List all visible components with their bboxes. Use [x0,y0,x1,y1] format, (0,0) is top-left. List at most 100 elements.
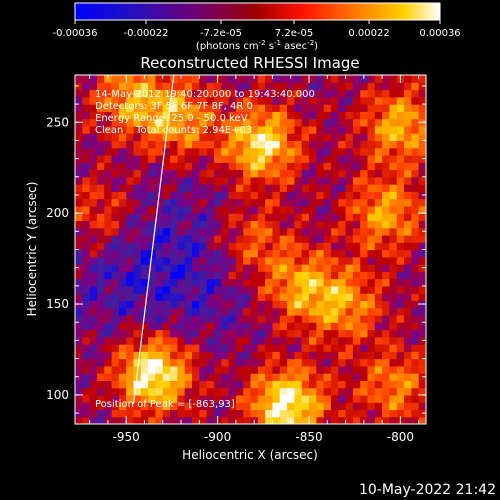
heatmap-cell [243,227,252,236]
heatmap-cell [192,387,200,396]
heatmap-cell [374,220,383,229]
heatmap-cell [396,242,405,251]
heatmap-cell [404,322,412,331]
heatmap-cell [265,336,274,345]
heatmap-cell [184,344,193,352]
heatmap-cell [213,358,222,367]
heatmap-cell [228,184,237,192]
heatmap-cell [272,402,281,411]
heatmap-cell [389,220,398,229]
heatmap-cell [118,322,127,331]
heatmap-cell [316,394,325,403]
heatmap-cell [279,154,288,163]
heatmap-cell [104,264,113,272]
heatmap-cell [396,409,405,418]
heatmap-cell [309,118,317,127]
heatmap-cell [338,176,347,185]
heatmap-cell [265,278,274,287]
heatmap-cell [287,140,295,149]
heatmap-cell [360,373,369,381]
heatmap-cell [213,198,222,207]
heatmap-cell [104,402,113,411]
heatmap-cell [148,307,157,316]
heatmap-cell [126,82,135,91]
heatmap-cell [396,373,405,381]
heatmap-cell [352,162,361,171]
heatmap-cell [133,198,142,207]
heatmap-cell [82,75,91,83]
heatmap-cell [213,227,222,236]
heatmap-cell [155,154,164,163]
heatmap-cell [367,278,376,287]
heatmap-cell [345,125,354,134]
heatmap-cell [192,271,200,280]
heatmap-cell [89,133,98,142]
heatmap-cell [374,249,383,258]
colorbar-tick-label: -0.00022 [123,28,168,39]
heatmap-cell [75,147,83,156]
heatmap-cell [235,264,244,272]
heatmap-cell [170,402,178,411]
heatmap-cell [323,307,332,316]
heatmap-cell [192,220,200,229]
heatmap-cell [96,213,105,222]
heatmap-cell [323,365,332,374]
heatmap-cell [250,285,259,294]
heatmap-cell [118,344,127,352]
heatmap-cell [221,271,230,280]
heatmap-cell [221,285,230,294]
heatmap-cell [250,307,259,316]
heatmap-cell [82,365,91,374]
heatmap-cell [140,285,149,294]
heatmap-cell [89,416,98,424]
heatmap-cell [118,278,127,287]
heatmap-cell [206,416,215,424]
heatmap-cell [360,104,369,112]
heatmap-cell [323,176,332,185]
heatmap-cell [279,220,288,229]
heatmap-cell [360,227,369,236]
heatmap-cell [287,147,295,156]
heatmap-cell [301,147,310,156]
heatmap-cell [316,373,325,381]
heatmap-cell [382,140,391,149]
heatmap-cell [148,278,157,287]
heatmap-cell [404,176,412,185]
heatmap-cell [148,242,157,251]
heatmap-cell [360,89,369,98]
heatmap-cell [184,293,193,301]
heatmap-cell [118,227,127,236]
heatmap-cell [345,154,354,163]
heatmap-cell [96,264,105,272]
x-axis-ticks: -950 -900 -850 -800 [89,75,420,444]
heatmap-cell [352,416,361,424]
heatmap-cell [126,387,135,396]
heatmap-cell [206,234,215,243]
heatmap-cell [104,285,113,294]
heatmap-cell [411,285,420,294]
heatmap-cell [96,380,105,389]
heatmap-cell [235,278,244,287]
heatmap-cell [235,82,244,91]
heatmap-cell [418,322,426,331]
heatmap-cell [418,140,426,149]
heatmap-cell [301,336,310,345]
heatmap-cell [184,409,193,418]
heatmap-cell [352,220,361,229]
heatmap-cell [272,249,281,258]
heatmap-cell [250,278,259,287]
heatmap-cell [330,336,339,345]
heatmap-cell [272,169,281,178]
heatmap-cell [309,154,317,163]
heatmap-cell [404,242,412,251]
heatmap-cell [345,205,354,214]
heatmap-cell [352,227,361,236]
heatmap-cell [162,264,171,272]
heatmap-cell [404,293,412,301]
heatmap-cell [235,307,244,316]
heatmap-cell [133,307,142,316]
heatmap-cell [184,89,193,98]
heatmap-cell [96,118,105,127]
heatmap-cell [213,89,222,98]
